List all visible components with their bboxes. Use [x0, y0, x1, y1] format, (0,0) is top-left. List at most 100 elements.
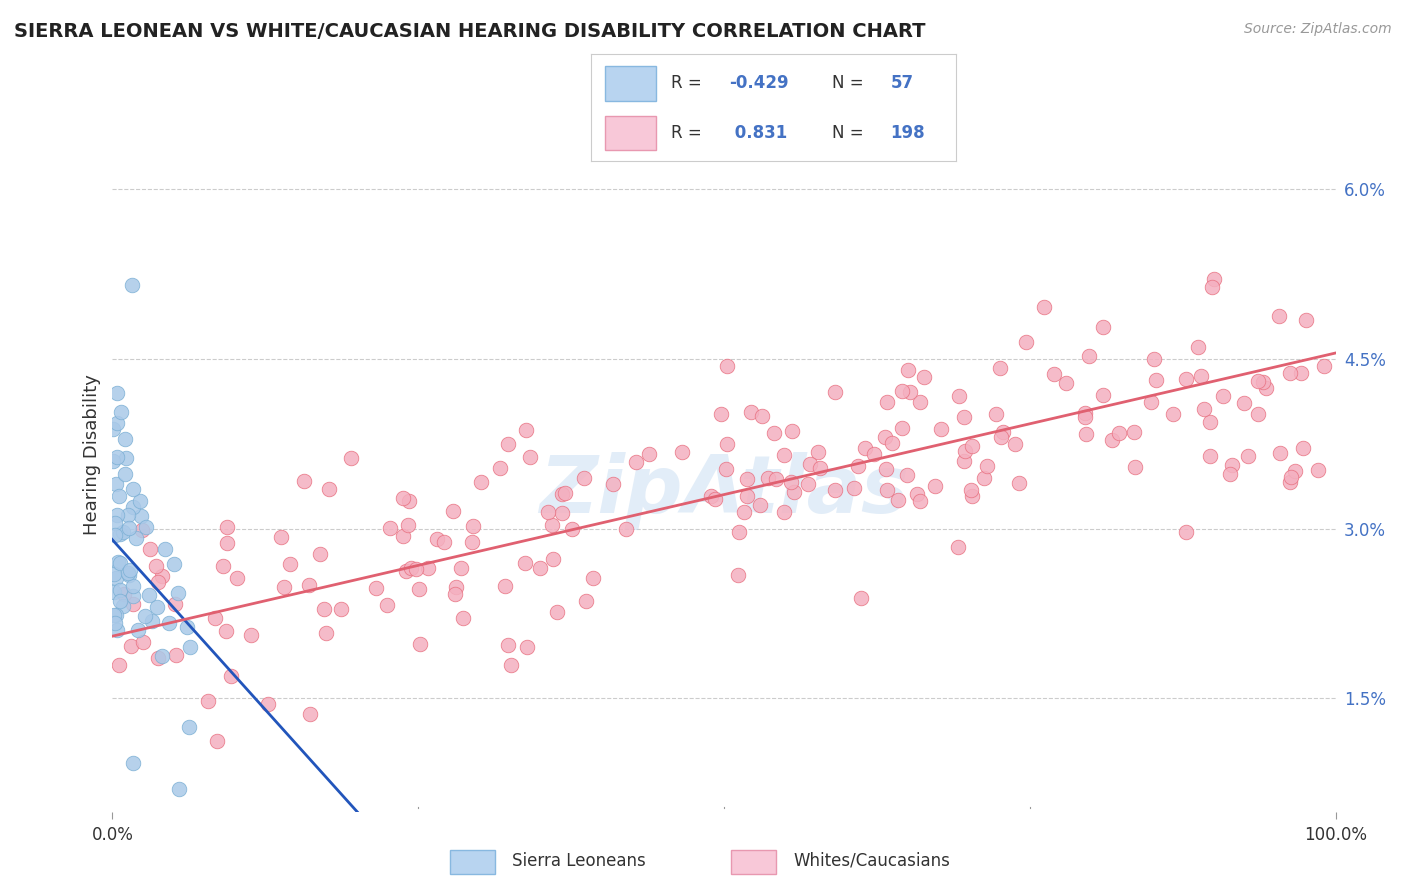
- Point: [891, 384, 914, 398]
- Point: [824, 483, 846, 497]
- Point: [117, 521, 139, 535]
- Point: [318, 482, 340, 496]
- Point: [105, 450, 128, 465]
- Bar: [605, 116, 657, 150]
- Point: [710, 407, 733, 421]
- Point: [121, 589, 143, 603]
- Point: [1254, 381, 1277, 395]
- Point: [197, 694, 219, 708]
- Point: [167, 585, 190, 599]
- Point: [399, 560, 422, 574]
- Point: [107, 555, 129, 569]
- Point: [1189, 369, 1212, 384]
- Point: [960, 439, 983, 453]
- Text: Sierra Leoneans: Sierra Leoneans: [512, 852, 645, 870]
- Point: [110, 527, 132, 541]
- Bar: [605, 66, 657, 101]
- Point: [962, 489, 984, 503]
- Point: [215, 624, 238, 638]
- Bar: [450, 849, 495, 874]
- Point: [299, 707, 322, 722]
- Point: [875, 462, 897, 476]
- Point: [541, 518, 564, 533]
- Point: [756, 471, 779, 485]
- Point: [574, 594, 596, 608]
- Point: [700, 489, 723, 503]
- Point: [844, 481, 866, 495]
- Point: [494, 579, 516, 593]
- Point: [433, 535, 456, 549]
- Point: [150, 569, 173, 583]
- Point: [416, 561, 439, 575]
- Text: Whites/Caucasians: Whites/Caucasians: [793, 852, 950, 870]
- Point: [114, 467, 136, 481]
- Point: [890, 421, 912, 435]
- Text: SIERRA LEONEAN VS WHITE/CAUCASIAN HEARING DISABILITY CORRELATION CHART: SIERRA LEONEAN VS WHITE/CAUCASIAN HEARIN…: [14, 22, 925, 41]
- Point: [1144, 373, 1167, 387]
- Point: [155, 542, 177, 557]
- Point: [308, 547, 330, 561]
- Point: [221, 669, 243, 683]
- Point: [108, 583, 131, 598]
- Point: [121, 500, 143, 514]
- Point: [799, 457, 821, 471]
- Point: [444, 587, 467, 601]
- Point: [1123, 425, 1146, 439]
- Point: [908, 494, 931, 508]
- Point: [145, 559, 167, 574]
- Point: [554, 485, 576, 500]
- Point: [1202, 271, 1225, 285]
- Point: [976, 459, 998, 474]
- Point: [924, 479, 946, 493]
- Point: [215, 536, 238, 550]
- Point: [876, 483, 898, 497]
- Point: [398, 493, 420, 508]
- Point: [993, 425, 1015, 439]
- Point: [146, 574, 169, 589]
- Point: [122, 579, 145, 593]
- Point: [1091, 319, 1114, 334]
- Text: Source: ZipAtlas.com: Source: ZipAtlas.com: [1244, 22, 1392, 37]
- Point: [470, 475, 492, 489]
- Point: [179, 640, 201, 654]
- Point: [121, 597, 143, 611]
- Point: [103, 528, 125, 542]
- Point: [225, 571, 247, 585]
- Point: [104, 477, 127, 491]
- Point: [391, 491, 413, 505]
- Point: [946, 541, 969, 555]
- Point: [1007, 476, 1029, 491]
- Point: [1078, 349, 1101, 363]
- Point: [176, 620, 198, 634]
- Point: [849, 591, 872, 605]
- Point: [141, 614, 163, 628]
- Point: [614, 522, 637, 536]
- Point: [375, 599, 398, 613]
- Point: [273, 580, 295, 594]
- Point: [1033, 300, 1056, 314]
- Point: [150, 648, 173, 663]
- Point: [1279, 367, 1302, 381]
- Point: [366, 582, 388, 596]
- Point: [896, 467, 918, 482]
- Point: [204, 611, 226, 625]
- Point: [257, 697, 280, 711]
- Point: [1312, 359, 1334, 374]
- Point: [727, 567, 749, 582]
- Point: [1292, 441, 1315, 455]
- Point: [796, 476, 818, 491]
- Point: [405, 562, 427, 576]
- Point: [103, 454, 125, 468]
- Point: [426, 532, 449, 546]
- Point: [163, 558, 186, 572]
- Point: [105, 417, 128, 431]
- Point: [602, 476, 624, 491]
- Point: [135, 520, 157, 534]
- Point: [165, 597, 187, 611]
- Point: [240, 627, 263, 641]
- Point: [111, 599, 134, 614]
- Point: [537, 505, 560, 519]
- Point: [1247, 408, 1270, 422]
- Point: [519, 450, 541, 465]
- Point: [128, 494, 150, 508]
